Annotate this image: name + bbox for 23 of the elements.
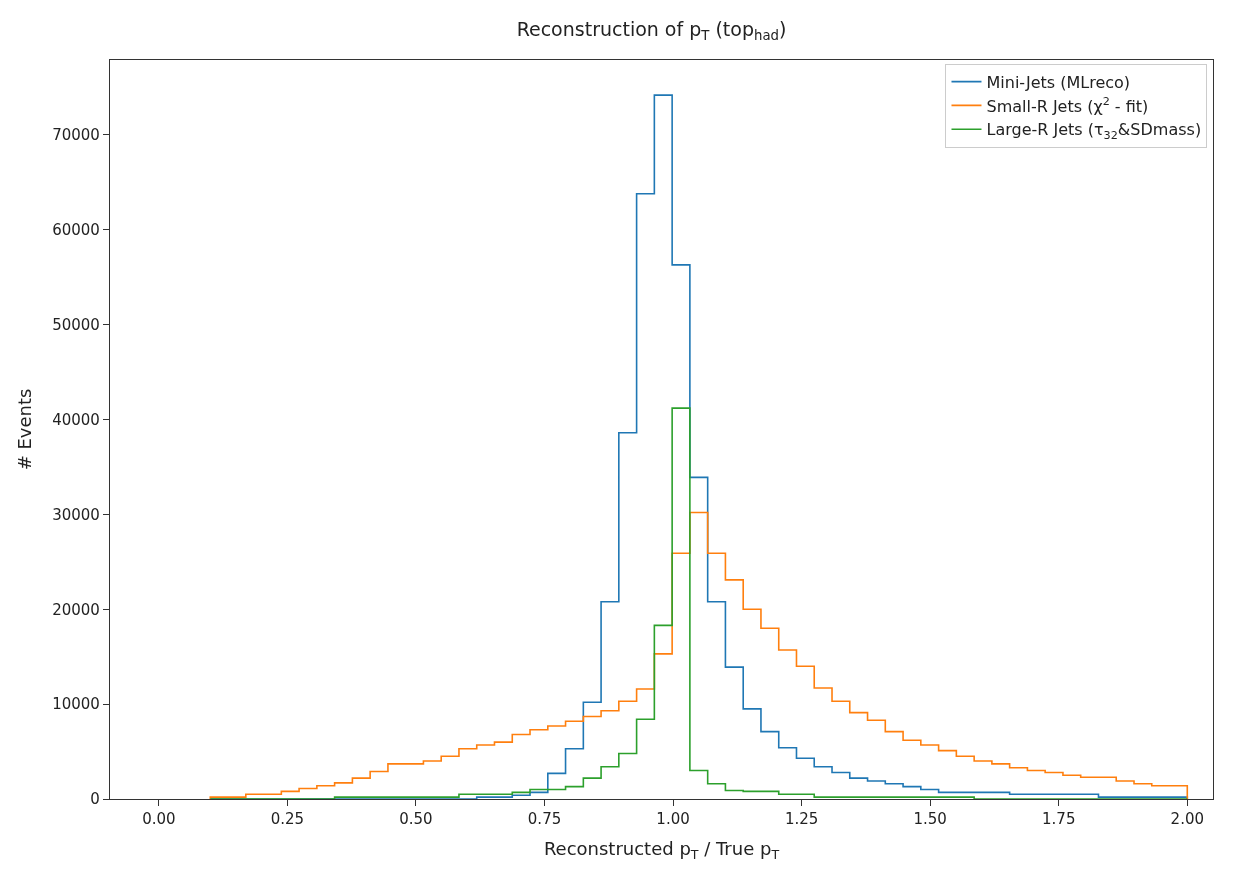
y-tick-label: 30000 bbox=[52, 505, 100, 524]
legend-label: Large-R Jets (τ$_{32}$&SDmass) bbox=[986, 120, 1202, 142]
x-tick-label: 2.00 bbox=[1170, 810, 1204, 829]
y-tick-label: 50000 bbox=[52, 315, 100, 334]
x-tick-label: 0.25 bbox=[270, 810, 305, 829]
y-tick-label: 60000 bbox=[52, 221, 100, 240]
y-tick-label: 20000 bbox=[52, 600, 100, 619]
legend-label: Small-R Jets (χ$^{2}$ - fit) bbox=[986, 94, 1149, 116]
x-tick-label: 1.75 bbox=[1042, 810, 1076, 829]
x-tick-label: 0.50 bbox=[399, 810, 433, 829]
x-tick-label: 1.25 bbox=[784, 810, 819, 829]
legend-label: Mini-Jets (MLreco) bbox=[986, 72, 1131, 92]
x-axis-title: Reconstructed p$_{T}$ / True p$_{T}$ bbox=[543, 838, 780, 862]
y-tick-label: 10000 bbox=[52, 695, 100, 714]
x-tick-label: 1.50 bbox=[913, 810, 947, 829]
y-tick-label: 0 bbox=[90, 790, 100, 809]
y-tick-label: 70000 bbox=[52, 126, 100, 145]
x-tick-label: 0.75 bbox=[527, 810, 562, 829]
x-tick-label: 1.00 bbox=[656, 810, 690, 829]
chart-title: Reconstruction of p$_{T}$ (top$_{had}$) bbox=[516, 17, 787, 43]
y-axis-title: # Events bbox=[14, 388, 36, 471]
y-tick-label: 40000 bbox=[52, 410, 100, 429]
x-tick-label: 0.00 bbox=[142, 810, 176, 829]
